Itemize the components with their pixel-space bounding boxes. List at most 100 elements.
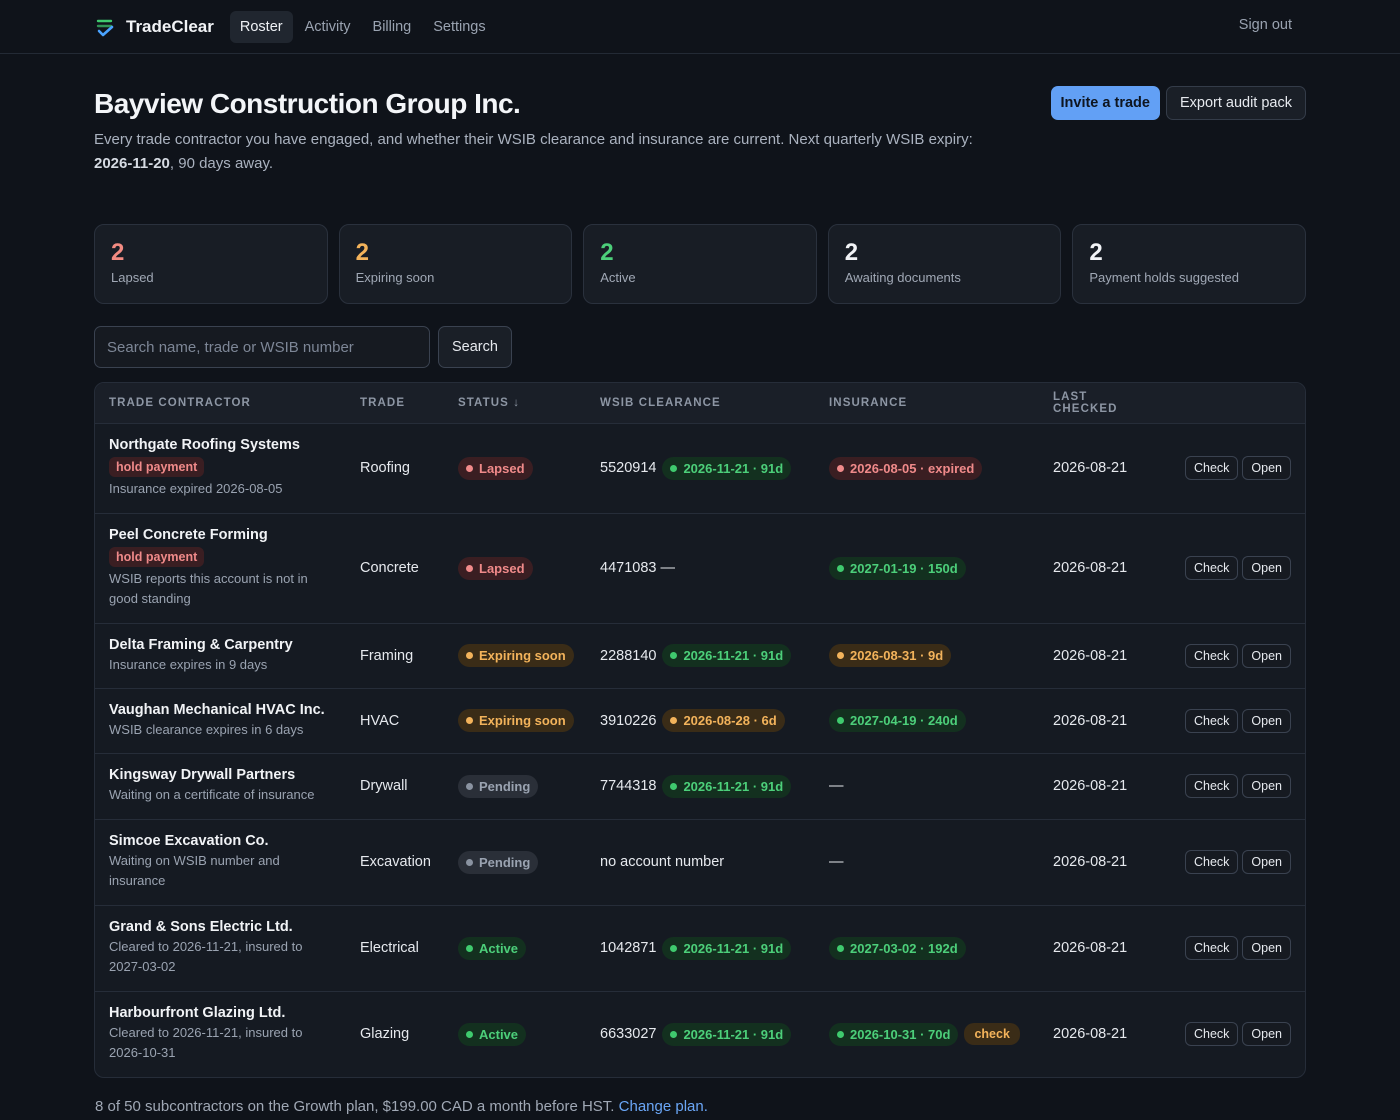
export-audit-pack-button[interactable]: Export audit pack: [1165, 86, 1306, 120]
cell-last-checked: 2026-08-21: [1053, 1026, 1128, 1043]
check-button[interactable]: Check: [1184, 456, 1239, 480]
cell-trade: Electrical: [346, 905, 444, 992]
search-button[interactable]: Search: [438, 326, 512, 368]
cell-status: Expiring soon: [444, 623, 586, 689]
nav-billing[interactable]: Billing: [372, 18, 412, 35]
open-button[interactable]: Open: [1242, 643, 1291, 668]
page-header: Bayview Construction Group Inc. Every tr…: [0, 54, 1400, 176]
invite-trade-button[interactable]: Invite a trade: [1050, 86, 1160, 120]
col-wsib-clearance[interactable]: WSIB CLEARANCE: [586, 383, 815, 424]
wsib-number: 6633027: [600, 1026, 657, 1043]
open-button[interactable]: Open: [1242, 774, 1291, 798]
stat-card-lapsed[interactable]: 2 Lapsed: [94, 224, 328, 304]
plan-footer: 8 of 50 subcontractors on the Growth pla…: [95, 1098, 1305, 1115]
table-row[interactable]: Peel Concrete Forming hold payment WSIB re…: [95, 513, 1305, 624]
cell-last-checked: 2026-08-21: [1039, 423, 1167, 514]
col-trade-contractor[interactable]: TRADE CONTRACTOR: [95, 383, 346, 424]
wsib-expiry-badge: 2026-11-21 · 91d: [662, 774, 792, 798]
roster-table: TRADE CONTRACTOR TRADE STATUS ↓ WSIB CLE…: [94, 382, 1306, 1078]
contractor-name[interactable]: Delta Framing & Carpentry: [109, 636, 293, 653]
col-insurance[interactable]: INSURANCE: [815, 383, 1039, 424]
open-button[interactable]: Open: [1242, 556, 1291, 580]
contractor-name[interactable]: Simcoe Excavation Co.: [109, 833, 269, 849]
wsib-expiry-badge: 2026-11-21 · 91d: [662, 456, 792, 480]
table-row[interactable]: Simcoe Excavation Co. Waiting on WSIB num…: [95, 819, 1305, 906]
stat-value: 2: [844, 239, 859, 266]
cell-wsib: 2288140 2026-11-21 · 91d: [586, 623, 815, 689]
search-input[interactable]: [94, 326, 430, 368]
hold-payment-badge: hold payment: [109, 457, 205, 477]
insurance-expiry-text: 2026-08-31 · 9d: [850, 648, 944, 663]
cell-status: Active: [444, 905, 586, 992]
col-last-checked[interactable]: LAST CHECKED: [1039, 383, 1167, 424]
open-button[interactable]: Open: [1242, 936, 1291, 960]
open-button[interactable]: Open: [1242, 850, 1291, 874]
insurance-expiry-badge: 2027-03-02 · 192d: [829, 936, 966, 960]
contractor-name[interactable]: Harbourfront Glazing Ltd.: [109, 1005, 286, 1022]
header-actions: Invite a trade Export audit pack: [1050, 86, 1306, 120]
insurance-empty: —: [829, 854, 844, 870]
status-label: Lapsed: [479, 460, 525, 476]
open-button[interactable]: Open: [1242, 708, 1291, 733]
insurance-dot-icon: [837, 944, 844, 952]
wsib-expiry-text: 2026-11-21 · 91d: [683, 778, 784, 794]
stat-card-expiring[interactable]: 2 Expiring soon: [338, 224, 573, 304]
brand[interactable]: TradeClear: [94, 16, 214, 38]
status-dot-icon: [466, 464, 473, 472]
cell-contractor: Peel Concrete Forming hold payment WSIB re…: [95, 513, 346, 624]
stat-card-active[interactable]: 2 Active: [583, 224, 817, 304]
check-button[interactable]: Check: [1184, 850, 1239, 874]
status-dot-icon: [466, 564, 473, 572]
check-stack-icon: [94, 16, 116, 38]
open-button[interactable]: Open: [1242, 456, 1291, 480]
nav-settings[interactable]: Settings: [433, 18, 486, 35]
contractor-name[interactable]: Northgate Roofing Systems: [109, 437, 300, 453]
stat-card-awaiting[interactable]: 2 Awaiting documents: [827, 224, 1062, 304]
col-trade[interactable]: TRADE: [346, 383, 444, 424]
contractor-note: Insurance expired 2026-08-05: [109, 481, 283, 496]
contractor-name[interactable]: Grand & Sons Electric Ltd.: [109, 919, 293, 935]
nav-activity[interactable]: Activity: [304, 18, 351, 35]
change-plan-link[interactable]: Change plan.: [618, 1098, 708, 1115]
insurance-expiry-badge: 2026-08-31 · 9d: [829, 644, 952, 667]
table-row[interactable]: Vaughan Mechanical HVAC Inc. WSIB clearan…: [95, 688, 1305, 754]
wsib-number: 7744318: [600, 778, 657, 794]
wsib-dot-icon: [670, 464, 678, 472]
search-row: Search: [94, 326, 1306, 368]
cell-contractor: Northgate Roofing Systems hold payment Ins…: [95, 423, 346, 514]
table-row[interactable]: Kingsway Drywall Partners Waiting on a ce…: [95, 753, 1305, 820]
table-row[interactable]: Delta Framing & Carpentry Insurance expir…: [95, 623, 1305, 689]
check-button[interactable]: Check: [1184, 708, 1239, 733]
insurance-dot-icon: [837, 1030, 844, 1038]
insurance-dot-icon: [837, 564, 844, 572]
wsib-dot-icon: [670, 1030, 678, 1038]
contractor-name[interactable]: Peel Concrete Forming: [109, 527, 268, 543]
insurance-expiry-text: 2027-03-02 · 192d: [850, 940, 958, 956]
cell-trade: Drywall: [346, 753, 444, 820]
open-button[interactable]: Open: [1242, 1022, 1291, 1047]
status-dot-icon: [466, 1030, 473, 1038]
insurance-expiry-text: 2027-01-19 · 150d: [850, 560, 958, 576]
check-button[interactable]: Check: [1184, 774, 1239, 798]
cell-status: Lapsed: [444, 423, 586, 514]
table-row[interactable]: Northgate Roofing Systems hold payment Ins…: [95, 423, 1305, 514]
check-button[interactable]: Check: [1184, 936, 1239, 960]
nav-roster[interactable]: Roster: [229, 10, 293, 43]
col-status[interactable]: STATUS ↓: [444, 383, 586, 424]
check-button[interactable]: Check: [1184, 643, 1239, 668]
cell-actions: Check Open: [1167, 753, 1305, 820]
status-label: Pending: [479, 854, 531, 870]
table-row[interactable]: Harbourfront Glazing Ltd. Cleared to 2026…: [95, 991, 1305, 1077]
cell-trade: Framing: [346, 623, 444, 689]
check-button[interactable]: Check: [1184, 556, 1239, 580]
cell-wsib: 3910226 2026-08-28 · 6d: [586, 688, 815, 754]
sign-out-link[interactable]: Sign out: [1238, 17, 1292, 33]
cell-insurance: 2027-03-02 · 192d: [815, 905, 1039, 992]
cell-status: Pending: [444, 819, 586, 906]
table-row[interactable]: Grand & Sons Electric Ltd. Cleared to 202…: [95, 905, 1305, 992]
status-label: Lapsed: [479, 560, 525, 576]
contractor-name[interactable]: Kingsway Drywall Partners: [109, 767, 296, 783]
stat-card-holds[interactable]: 2 Payment holds suggested: [1072, 224, 1306, 304]
contractor-name[interactable]: Vaughan Mechanical HVAC Inc.: [109, 701, 325, 718]
check-button[interactable]: Check: [1184, 1022, 1239, 1047]
